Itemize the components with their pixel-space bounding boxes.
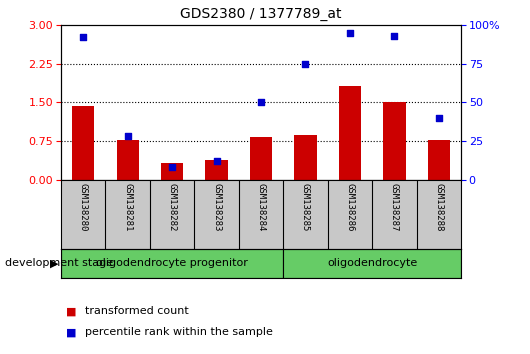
Bar	[72, 106, 94, 180]
Bar	[161, 163, 183, 180]
Point	[257, 99, 266, 105]
Bar	[283, 249, 461, 278]
Point	[301, 61, 310, 67]
Bar	[294, 135, 316, 180]
Point	[79, 34, 87, 40]
Text: ■: ■	[66, 327, 77, 337]
Text: GSM138288: GSM138288	[435, 183, 444, 232]
Title: GDS2380 / 1377789_at: GDS2380 / 1377789_at	[180, 7, 342, 21]
Text: transformed count: transformed count	[85, 306, 189, 316]
Text: GSM138287: GSM138287	[390, 183, 399, 232]
Text: GSM138280: GSM138280	[78, 183, 87, 232]
Text: GSM138281: GSM138281	[123, 183, 132, 232]
Text: GSM138286: GSM138286	[346, 183, 355, 232]
Text: oligodendrocyte: oligodendrocyte	[327, 258, 417, 268]
Point	[168, 165, 176, 170]
Point	[123, 133, 132, 139]
Bar	[61, 249, 283, 278]
Text: development stage: development stage	[5, 258, 113, 268]
Text: percentile rank within the sample: percentile rank within the sample	[85, 327, 272, 337]
Point	[435, 115, 443, 121]
Bar	[428, 140, 450, 180]
Text: oligodendrocyte progenitor: oligodendrocyte progenitor	[96, 258, 248, 268]
Bar	[206, 160, 228, 180]
Bar	[250, 137, 272, 180]
Point	[213, 158, 221, 164]
Text: GSM138284: GSM138284	[257, 183, 266, 232]
Bar	[117, 139, 139, 180]
Bar	[339, 86, 361, 180]
Text: GSM138283: GSM138283	[212, 183, 221, 232]
Text: ▶: ▶	[50, 258, 58, 268]
Text: GSM138285: GSM138285	[301, 183, 310, 232]
Text: GSM138282: GSM138282	[167, 183, 176, 232]
Text: ■: ■	[66, 306, 77, 316]
Point	[346, 30, 354, 35]
Bar	[383, 102, 405, 180]
Point	[390, 33, 399, 39]
